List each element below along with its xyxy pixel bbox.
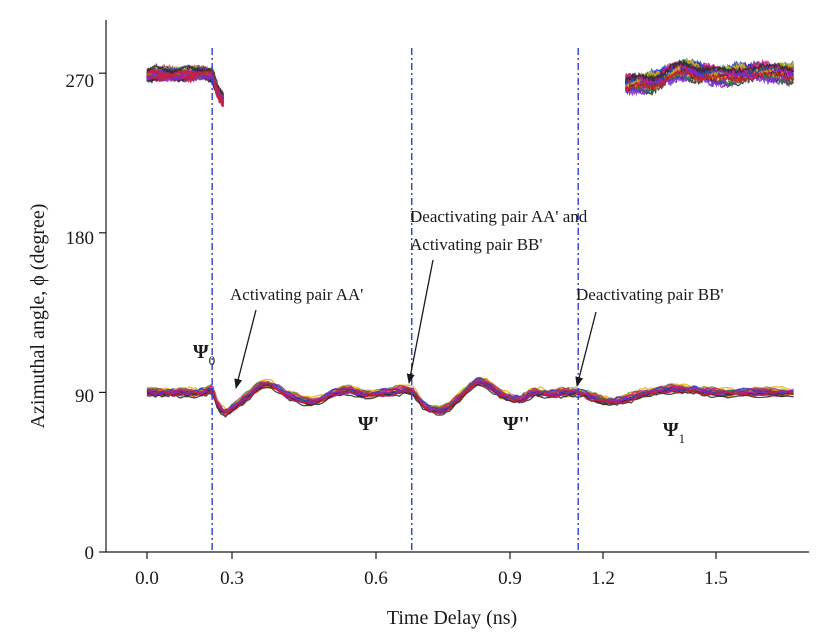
axes [105, 20, 809, 553]
trajectory-line [146, 379, 794, 413]
y-tick-label: 0 [85, 543, 95, 564]
trajectory-line [146, 62, 224, 96]
trajectory-line [146, 382, 794, 416]
x-tick-label: 1.2 [591, 568, 615, 589]
state-label-psi0: Ψ0 [193, 341, 215, 368]
annotations: Activating pair AA' Deactivating pair AA… [230, 207, 724, 389]
tick-labels: 0.0 0.3 0.6 0.9 1.2 1.5 0 90 180 270 [66, 71, 728, 589]
trajectory-line [146, 71, 225, 106]
y-axis-title: Azimuthal angle, ϕ (degree) [27, 204, 49, 429]
x-tick-label: 0.3 [220, 568, 244, 589]
y-tick-label: 270 [66, 71, 95, 92]
trajectory-line [624, 68, 795, 97]
y-tick-label: 180 [66, 228, 95, 249]
annotation-arrow [575, 311, 597, 387]
x-tick-label: 0.9 [498, 568, 522, 589]
trajectory-line [625, 68, 795, 93]
ticks [99, 72, 717, 559]
x-axis-title: Time Delay (ns) [387, 607, 517, 629]
state-labels: Ψ0 Ψ' Ψ'' Ψ1 [193, 341, 685, 446]
trajectory-line [146, 68, 224, 102]
trajectory-line [624, 59, 794, 84]
x-tick-label: 0.6 [364, 568, 388, 589]
y-tick-label: 90 [75, 386, 94, 407]
annotation-arrow [234, 309, 257, 389]
vline-layer [211, 48, 579, 552]
annotation-deactivating-bb: Deactivating pair BB' [576, 285, 724, 304]
plot-area [146, 48, 795, 552]
curve-layer [146, 56, 795, 418]
state-label-psi-double-prime: Ψ'' [503, 413, 530, 435]
x-tick-label: 1.5 [704, 568, 728, 589]
annotation-arrow [406, 259, 434, 384]
state-label-psi1: Ψ1 [663, 419, 685, 446]
annotation-activating-aa: Activating pair AA' [230, 285, 363, 304]
x-tick-label: 0.0 [135, 568, 159, 589]
annotation-deactivating-aa: Deactivating pair AA' and [410, 207, 588, 226]
annotation-activating-bb: Activating pair BB' [410, 235, 542, 254]
state-label-psi-prime: Ψ' [358, 413, 379, 435]
